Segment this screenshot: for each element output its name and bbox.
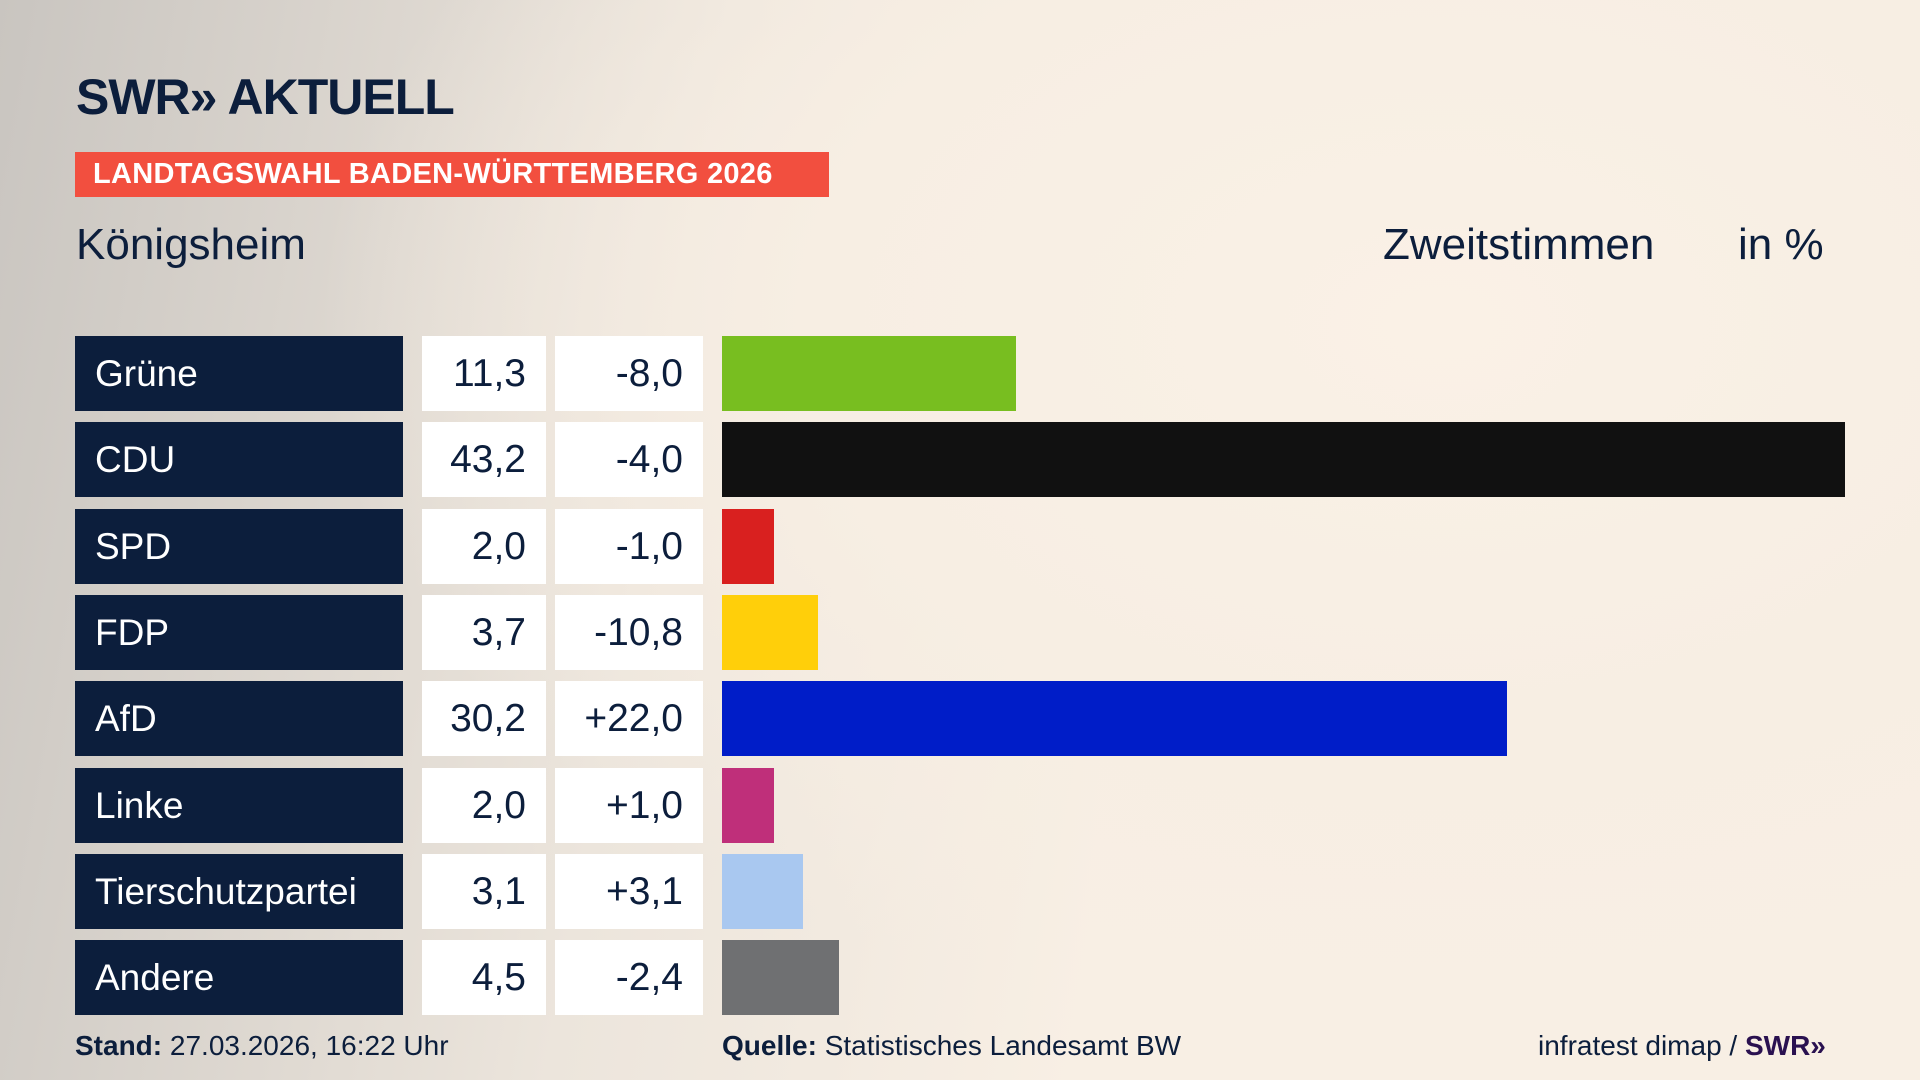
party-row: FDP 3,7 -10,8 <box>0 594 1920 670</box>
party-bar <box>722 940 839 1016</box>
party-row: Tierschutzpartei 3,1 +3,1 <box>0 853 1920 929</box>
party-label: SPD <box>75 508 403 584</box>
credit-text: infratest dimap / <box>1538 1030 1745 1061</box>
stand-label: Stand: <box>75 1030 163 1061</box>
party-row: CDU 43,2 -4,0 <box>0 422 1920 498</box>
vote-share: 3,7 <box>422 594 546 670</box>
timestamp: Stand: 27.03.2026, 16:22 Uhr <box>75 1030 449 1062</box>
page-title: Königsheim <box>76 220 306 269</box>
party-row: SPD 2,0 -1,0 <box>0 508 1920 584</box>
party-row: Linke 2,0 +1,0 <box>0 767 1920 843</box>
vote-share: 4,5 <box>422 940 546 1016</box>
party-row: Grüne 11,3 -8,0 <box>0 336 1920 411</box>
party-bar <box>722 594 819 670</box>
vote-share: 2,0 <box>422 508 546 584</box>
party-label: Grüne <box>75 336 403 411</box>
election-banner: LANDTAGSWAHL BADEN-WÜRTTEMBERG 2026 <box>75 152 829 197</box>
unit-label: in % <box>1738 220 1824 269</box>
source-label: Quelle: <box>722 1030 817 1061</box>
vote-share: 2,0 <box>422 767 546 843</box>
vote-share: 30,2 <box>422 681 546 757</box>
vote-type-label: Zweitstimmen <box>1383 220 1655 269</box>
vote-change: +3,1 <box>555 853 703 929</box>
party-label: Linke <box>75 767 403 843</box>
party-bar <box>722 681 1508 757</box>
vote-change: -8,0 <box>555 336 703 411</box>
vote-change: -1,0 <box>555 508 703 584</box>
party-bar <box>722 422 1845 498</box>
party-row: AfD 30,2 +22,0 <box>0 681 1920 757</box>
party-label: AfD <box>75 681 403 757</box>
vote-share: 11,3 <box>422 336 546 411</box>
source: Quelle: Statistisches Landesamt BW <box>722 1030 1181 1062</box>
vote-share: 3,1 <box>422 853 546 929</box>
party-bar <box>722 853 803 929</box>
credit: infratest dimap / SWR» <box>1538 1030 1826 1062</box>
vote-change: -2,4 <box>555 940 703 1016</box>
vote-change: +22,0 <box>555 681 703 757</box>
party-label: FDP <box>75 594 403 670</box>
swr-logo: SWR» <box>1744 1030 1826 1061</box>
party-bar <box>722 508 774 584</box>
party-label: Andere <box>75 940 403 1016</box>
party-row: Andere 4,5 -2,4 <box>0 940 1920 1016</box>
stand-value: 27.03.2026, 16:22 Uhr <box>169 1030 449 1061</box>
party-bar <box>722 336 1016 411</box>
vote-change: +1,0 <box>555 767 703 843</box>
party-bar <box>722 767 774 843</box>
swr-aktuell-logo: SWR» AKTUELL <box>76 69 455 125</box>
party-label: Tierschutzpartei <box>75 853 403 929</box>
party-label: CDU <box>75 422 403 498</box>
source-value: Statistisches Landesamt BW <box>824 1030 1182 1061</box>
vote-share: 43,2 <box>422 422 546 498</box>
vote-change: -4,0 <box>555 422 703 498</box>
vote-change: -10,8 <box>555 594 703 670</box>
